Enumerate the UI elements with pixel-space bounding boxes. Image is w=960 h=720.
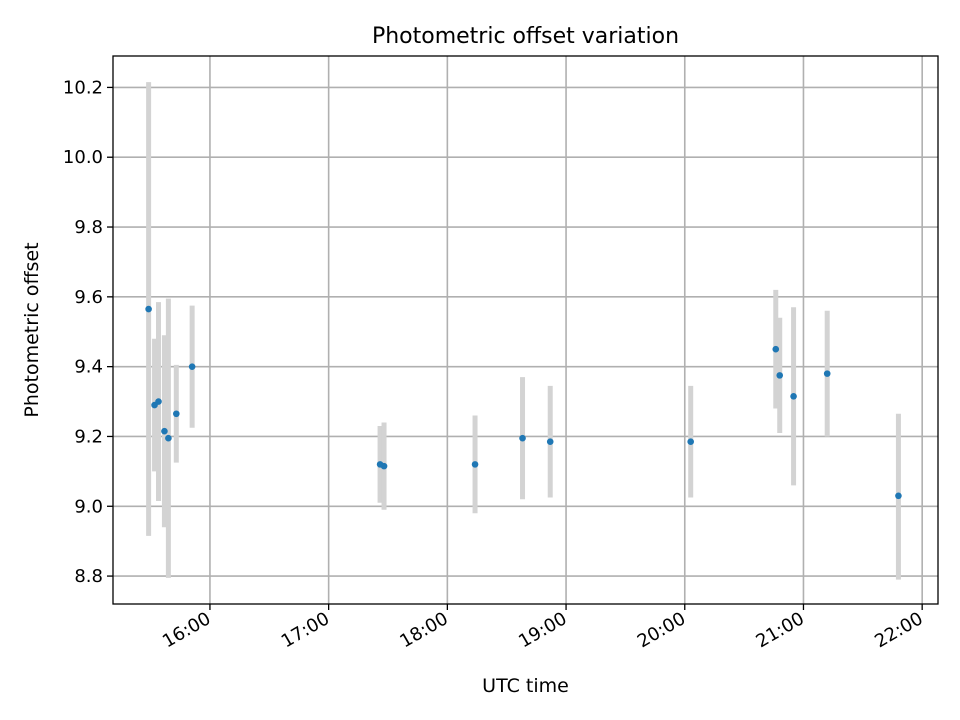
data-point bbox=[173, 410, 180, 418]
data-point bbox=[895, 492, 902, 500]
data-point bbox=[823, 370, 831, 377]
y-tick-label: 10.2 bbox=[63, 77, 103, 98]
data-point bbox=[145, 305, 152, 313]
data-points bbox=[145, 305, 902, 500]
x-axis-ticks: 16:00 17:00 18:00 19:00 20:00 21:00 22:00 bbox=[159, 604, 927, 652]
data-point bbox=[155, 398, 162, 405]
x-tick-label: 18:00 bbox=[396, 608, 451, 652]
data-point bbox=[776, 372, 784, 379]
chart-title: Photometric offset variation bbox=[372, 24, 679, 49]
data-point bbox=[546, 438, 554, 445]
y-tick-label: 9.8 bbox=[74, 217, 103, 238]
y-axis-label: Photometric offset bbox=[21, 242, 43, 417]
data-point bbox=[687, 438, 694, 445]
x-tick-label: 22:00 bbox=[871, 608, 926, 652]
y-tick-label: 9.2 bbox=[74, 426, 103, 447]
y-tick-label: 9.6 bbox=[74, 287, 103, 308]
data-point bbox=[380, 462, 388, 470]
x-tick-label: 19:00 bbox=[515, 608, 570, 652]
y-tick-label: 8.8 bbox=[74, 566, 103, 587]
y-tick-label: 9.4 bbox=[74, 357, 103, 378]
data-point bbox=[188, 363, 196, 370]
x-tick-label: 20:00 bbox=[634, 608, 689, 652]
grid bbox=[113, 56, 938, 604]
data-point bbox=[519, 434, 526, 442]
data-point bbox=[161, 427, 168, 435]
x-tick-label: 16:00 bbox=[159, 608, 214, 652]
x-axis-label: UTC time bbox=[482, 675, 569, 697]
x-tick-label: 21:00 bbox=[753, 608, 808, 652]
data-point bbox=[471, 461, 479, 468]
y-tick-label: 10.0 bbox=[63, 147, 103, 168]
data-point bbox=[165, 434, 172, 442]
data-point bbox=[772, 345, 780, 353]
plot-frame bbox=[112, 55, 939, 605]
y-axis-ticks: 8.8 9.0 9.2 9.4 9.6 9.8 10.0 10.2 bbox=[63, 77, 113, 587]
y-tick-label: 9.0 bbox=[74, 496, 103, 517]
x-tick-label: 17:00 bbox=[278, 608, 333, 652]
data-point bbox=[790, 393, 797, 400]
